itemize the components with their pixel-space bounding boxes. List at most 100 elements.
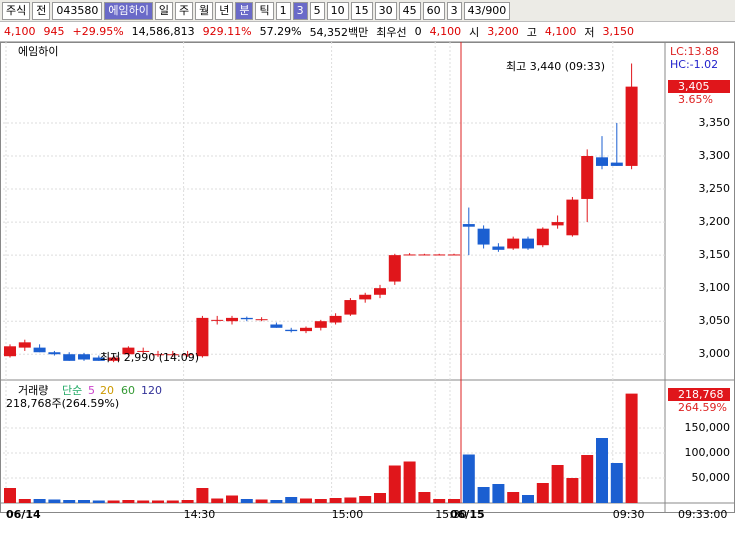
quote-bar: 4,100 945 +29.95% 14,586,813 929.11% 57.… [0,22,735,42]
annotation: 3,405 [678,80,710,93]
toolbar-button[interactable]: 틱 [255,1,274,20]
candle-body [107,357,120,361]
turnover: 57.29% [259,25,302,38]
toolbar-button[interactable]: 일 [154,1,173,20]
toolbar-button[interactable]: 60 [422,1,445,20]
candle-body [314,321,327,328]
volume-bar [492,484,505,503]
candle-body [433,254,446,256]
open: 3,200 [487,25,519,38]
candle-body [522,238,534,249]
subtitle: 218,768주(264.59%) [6,397,119,410]
legend-entry: 5 [88,384,95,397]
volume-bar [226,495,238,503]
y-tick-label: 100,000 [685,446,731,459]
toolbar-button[interactable]: 주식 [2,1,31,20]
toolbar-button[interactable]: 043580 [52,1,103,20]
candle-body [300,327,312,332]
annotation: 최고 3,440 (09:33) [506,60,605,73]
volume-bar [374,493,386,503]
candle-body [285,329,298,332]
volume-bar [566,478,579,503]
candle-body [137,350,150,352]
toolbar-button[interactable]: 주 [174,1,194,20]
volume-bar [403,461,416,503]
toolbar-button[interactable]: 3 [446,1,462,20]
volume-bar [536,483,549,503]
toolbar-button[interactable]: 3 [292,1,308,20]
volume-bar [255,499,268,503]
x-tick-label: 06/15 [450,508,485,521]
toolbar-button[interactable]: 5 [309,1,325,20]
volume-bar [48,499,61,503]
volume-bar [433,499,446,503]
y-tick-label: 150,000 [685,421,731,434]
volume-bar [285,497,298,503]
volume-bar [18,499,31,503]
x-tick-label: 09:30 [613,508,645,521]
toolbar-button[interactable]: 전 [32,1,51,20]
volume-bar [63,500,76,503]
volume-bar [33,499,46,503]
toolbar-button[interactable]: 월 [195,1,214,20]
candle-body [4,346,16,357]
y-tick-label: 3,150 [699,248,731,261]
y-tick-label: 50,000 [692,471,731,484]
volume-bar [92,500,105,503]
change-pct: +29.95% [72,25,124,38]
chart-title: 거래량 [18,384,48,397]
toolbar-button[interactable]: 45 [398,1,421,20]
volume-bar [507,492,520,503]
toolbar-button[interactable]: 분 [235,1,254,20]
annotation: 264.59% [678,401,727,414]
candle-body [152,354,164,356]
volume-bar [388,465,401,503]
toolbar-button[interactable]: 10 [326,1,349,20]
legend-entry: 단순 [62,384,82,397]
toolbar: 주식 전 043580 에임하이 일 주 월 년 분 틱 1 3 5 10 15 30 45 60 3 43/900 [0,0,735,22]
x-tick-label: 06/14 [6,508,41,521]
candle-body [566,199,579,236]
candle-body [374,288,386,295]
candle-body [418,254,431,256]
high: 4,100 [544,25,577,38]
candle-body [359,294,372,300]
volume-ratio: 929.11% [202,25,252,38]
annotation: 218,768 [678,388,724,401]
candle-body [596,157,608,166]
toolbar-button[interactable]: 에임하이 [104,1,153,20]
best: 0 [414,25,422,38]
volume-bar [581,455,594,503]
toolbar-button[interactable]: 1 [275,1,291,20]
annotation: 3.65% [678,93,713,106]
low: 3,150 [602,25,635,38]
candle-body [344,300,357,315]
toolbar-button[interactable]: 30 [374,1,397,20]
volume-bar [522,495,534,503]
y-tick-label: 3,250 [699,182,731,195]
toolbar-button[interactable]: 15 [350,1,373,20]
candle-body [551,222,564,226]
volume-bar [166,500,179,503]
volume-bar [78,500,90,503]
volume-bar [211,498,224,503]
candle-body [448,254,460,256]
volume-bar [181,500,194,503]
volume-bar [329,498,342,503]
candle-body [255,319,268,321]
candle-body [78,354,90,360]
y-tick-label: 3,050 [699,314,731,327]
candle-body [507,238,520,249]
volume-bar [551,465,564,503]
open-label: 시 [469,25,480,39]
volume-bar [596,438,608,503]
candle-body [581,156,594,199]
y-tick-label: 3,200 [699,215,731,228]
amount: 54,352백만 [309,25,369,39]
candle-body [329,315,342,323]
candle-body [625,86,638,166]
candle-body [388,255,401,282]
toolbar-button[interactable]: 년 [215,1,234,20]
candle-body [240,317,253,320]
best-label: 최우선 [376,25,407,39]
